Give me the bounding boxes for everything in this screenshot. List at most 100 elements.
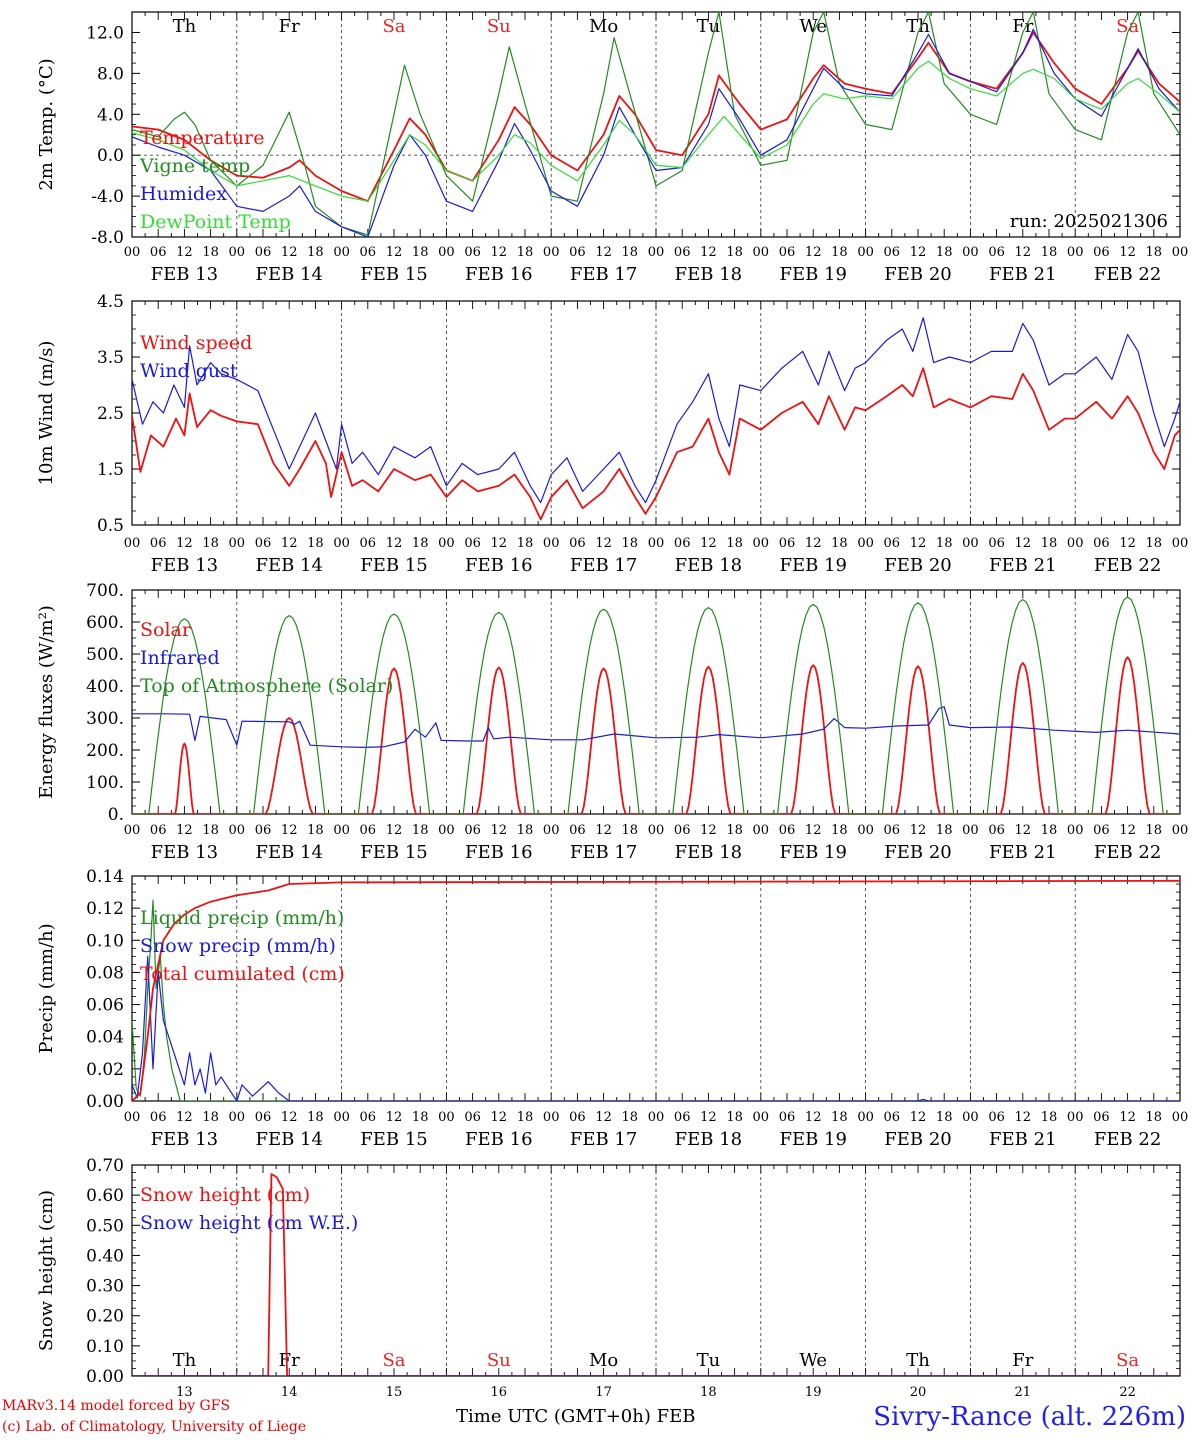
x-hour-label: 12 <box>805 823 822 838</box>
x-hour-label: 12 <box>910 1110 927 1125</box>
x-date-label: FEB 14 <box>255 842 322 863</box>
x-hour-label: 12 <box>386 1110 403 1125</box>
x-axis-title: Time UTC (GMT+0h) <box>456 1406 651 1427</box>
x-hour-label: 06 <box>779 1110 796 1125</box>
panel-3: 0. 100. 200. 300. 400. 500. 600. 700. Energy flu… <box>36 581 1188 863</box>
day-of-week-label: We <box>799 1350 827 1371</box>
day-of-week-label: Fr <box>1012 1350 1033 1371</box>
x-hour-label: 06 <box>569 823 586 838</box>
x-date-label: FEB 21 <box>989 264 1056 285</box>
x-hour-label: 12 <box>281 245 298 260</box>
series-line-top-of-atmosphere-solar- <box>132 596 1180 814</box>
x-hour-label: 06 <box>569 245 586 260</box>
x-hour-label: 12 <box>491 1110 508 1125</box>
x-hour-label: 00 <box>648 536 665 551</box>
x-hour-label: 18 <box>412 245 429 260</box>
x-date-label: FEB 22 <box>1094 1129 1161 1150</box>
x-hour-label: 00 <box>1172 1110 1189 1125</box>
x-hour-label: 18 <box>307 1110 324 1125</box>
x-hour-label: 12 <box>1119 1110 1136 1125</box>
x-day-number: 15 <box>386 1385 403 1400</box>
y-tick-label: 0.00 <box>86 1092 124 1112</box>
day-of-week-label: Th <box>906 1350 930 1371</box>
x-hour-label: 12 <box>1015 245 1032 260</box>
x-date-label: FEB 21 <box>989 842 1056 863</box>
x-hour-label: 00 <box>753 823 770 838</box>
x-hour-label: 12 <box>700 823 717 838</box>
x-date-label: FEB 15 <box>360 1129 427 1150</box>
x-hour-label: 18 <box>936 823 953 838</box>
lab-credit: (c) Lab. of Climatology, University of L… <box>2 1419 307 1435</box>
x-axis-month: FEB <box>656 1406 696 1427</box>
model-credit: MARv3.14 model forced by GFS <box>2 1398 231 1414</box>
x-hour-label: 00 <box>648 245 665 260</box>
x-hour-label: 12 <box>1119 536 1136 551</box>
legend-entry: Snow height (cm W.E.) <box>140 1212 358 1234</box>
x-hour-label: 18 <box>517 245 534 260</box>
x-hour-label: 00 <box>543 245 560 260</box>
series-line-wind-speed <box>132 367 1180 521</box>
x-hour-label: 00 <box>229 1110 246 1125</box>
legend-entry: Wind gust <box>140 360 238 382</box>
series-line-infrared <box>132 706 1180 748</box>
x-hour-label: 12 <box>595 1110 612 1125</box>
x-hour-label: 18 <box>307 536 324 551</box>
x-hour-label: 18 <box>1146 1110 1163 1125</box>
day-of-week-label: Fr <box>279 16 300 37</box>
x-hour-label: 00 <box>1067 536 1084 551</box>
x-hour-label: 06 <box>464 245 481 260</box>
x-hour-label: 12 <box>805 245 822 260</box>
x-axis-label: Time UTC (GMT+0h) FEB <box>456 1406 695 1427</box>
x-hour-label: 06 <box>360 536 377 551</box>
x-hour-label: 18 <box>1041 536 1058 551</box>
series-line-humidex <box>132 28 1180 237</box>
x-hour-label: 06 <box>674 245 691 260</box>
day-of-week-label: Tu <box>697 1350 721 1371</box>
y-tick-label: 600. <box>86 613 124 633</box>
y-tick-label: 0.5 <box>97 516 124 536</box>
legend-entry: Total cumulated (cm) <box>140 963 345 985</box>
x-hour-label: 00 <box>438 823 455 838</box>
x-date-label: FEB 14 <box>255 555 322 576</box>
x-hour-label: 18 <box>622 823 639 838</box>
day-of-week-label: Th <box>173 16 197 37</box>
x-date-label: FEB 13 <box>151 1129 218 1150</box>
x-hour-label: 06 <box>988 1110 1005 1125</box>
x-hour-label: 18 <box>831 245 848 260</box>
x-hour-label: 18 <box>307 245 324 260</box>
x-hour-label: 12 <box>700 1110 717 1125</box>
y-tick-label: 0.02 <box>86 1060 124 1080</box>
x-hour-label: 00 <box>962 1110 979 1125</box>
x-hour-label: 18 <box>202 823 219 838</box>
x-date-label: FEB 18 <box>675 555 742 576</box>
x-date-label: FEB 16 <box>465 842 532 863</box>
y-tick-label: 4.5 <box>97 292 124 312</box>
x-date-label: FEB 17 <box>570 264 637 285</box>
x-hour-label: 06 <box>779 536 796 551</box>
x-hour-label: 18 <box>831 823 848 838</box>
x-hour-label: 18 <box>831 536 848 551</box>
x-hour-label: 18 <box>1041 1110 1058 1125</box>
x-hour-label: 06 <box>150 536 167 551</box>
x-hour-label: 06 <box>674 1110 691 1125</box>
x-date-label: FEB 20 <box>884 264 951 285</box>
x-hour-label: 06 <box>464 823 481 838</box>
x-hour-label: 12 <box>805 536 822 551</box>
y-tick-label: 0.10 <box>86 1337 124 1357</box>
x-hour-label: 00 <box>962 823 979 838</box>
x-hour-label: 06 <box>569 536 586 551</box>
x-date-label: FEB 20 <box>884 1129 951 1150</box>
x-hour-label: 18 <box>202 1110 219 1125</box>
x-hour-label: 18 <box>517 536 534 551</box>
legend-entry: Liquid precip (mm/h) <box>140 907 344 929</box>
x-hour-label: 06 <box>360 245 377 260</box>
x-hour-label: 00 <box>1067 823 1084 838</box>
y-axis-label: 10m Wind (m/s) <box>36 341 57 486</box>
x-hour-label: 18 <box>202 245 219 260</box>
x-hour-label: 00 <box>543 1110 560 1125</box>
series-line-total-cumulated-cm- <box>132 879 1180 1101</box>
x-hour-label: 12 <box>176 823 193 838</box>
x-hour-label: 18 <box>1041 823 1058 838</box>
y-tick-label: 0.00 <box>86 1367 124 1387</box>
